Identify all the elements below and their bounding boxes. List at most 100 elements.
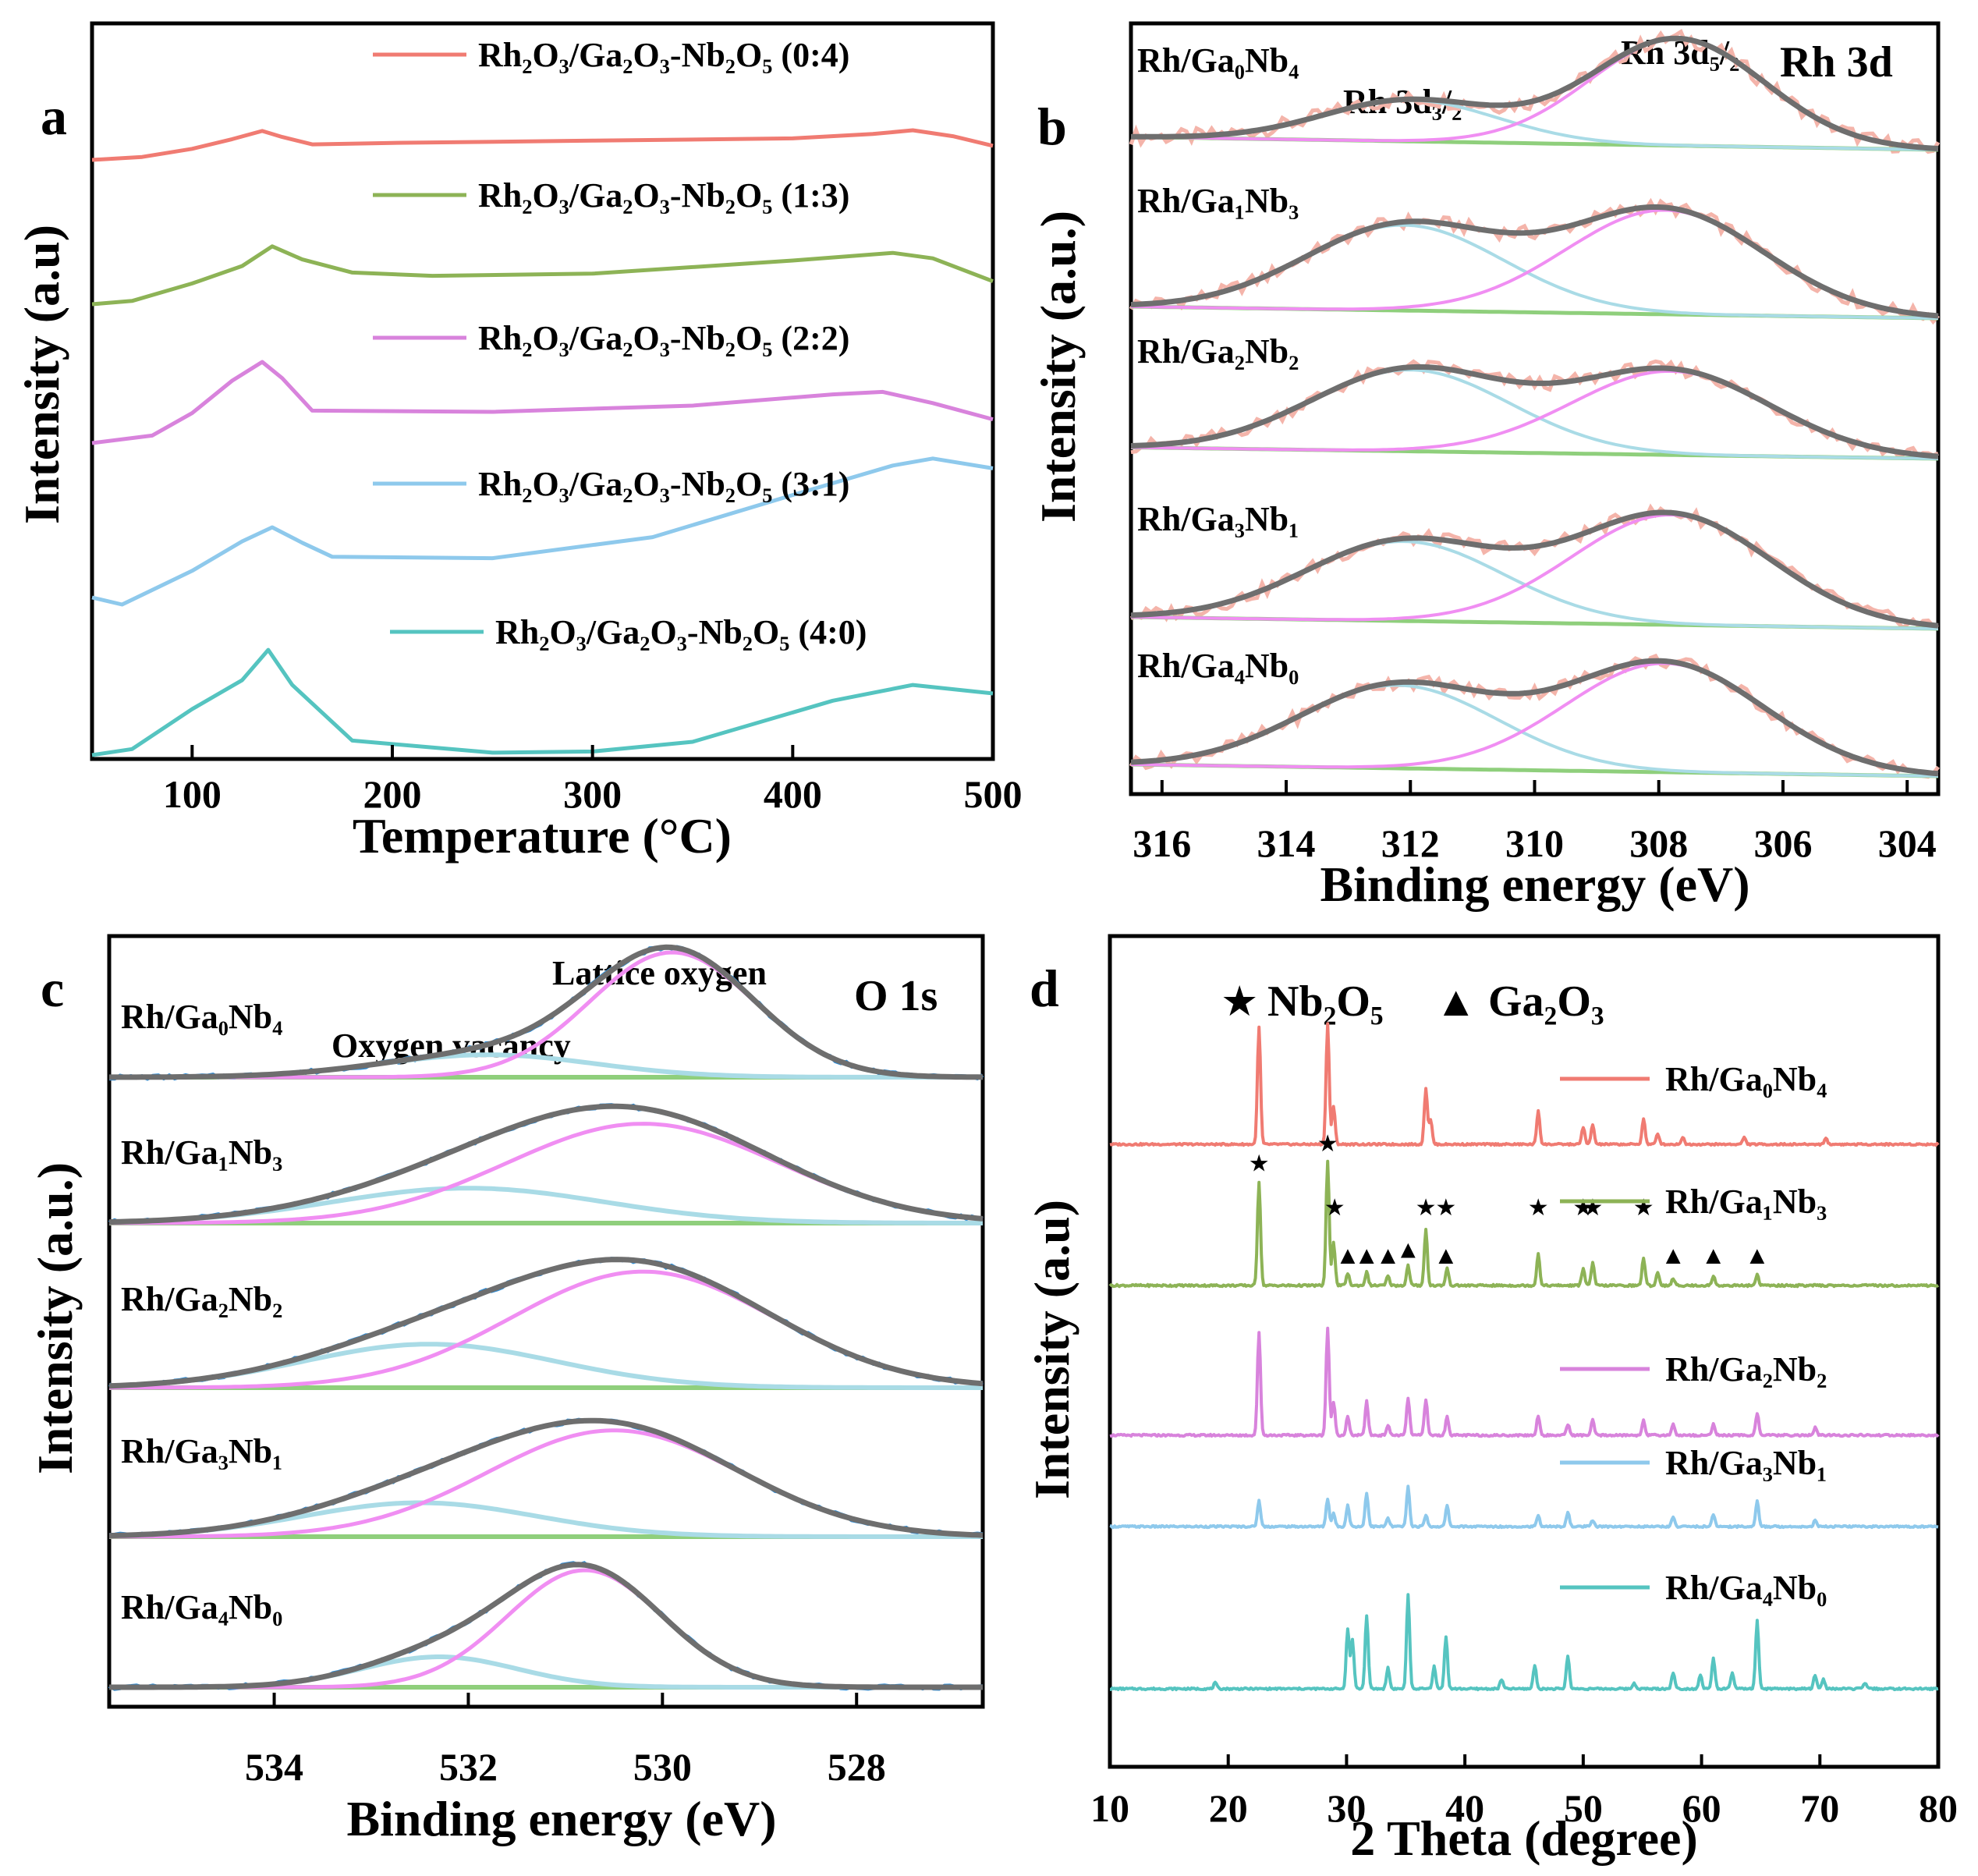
panel-a-legend-entry: Rh₂O₃/Ga₂O₃-Nb₂O₅ (1:3) <box>478 176 849 215</box>
panel-c-envelope-fit <box>109 1562 983 1690</box>
panel-b-raw-spectrum <box>1129 28 1941 154</box>
panel-d-triangle-marker: ▲ <box>1745 1241 1770 1269</box>
panel-b-sample-label: Rh/Ga₃Nb₁ <box>1137 500 1299 538</box>
panel-c-sample-label: Rh/Ga₀Nb₄ <box>121 998 282 1036</box>
panel-d-pattern-line <box>1109 1484 1939 1530</box>
panel-b: b Rh 3d Rh 3d₃/₂ Rh 3d₅/₂ Rh/Ga₀Nb₄Rh/Ga… <box>1030 21 1941 912</box>
panel-a: a Rh₂O₃/Ga₂O₃-Nb₂O₅ (0:4) Rh₂O₃/Ga₂O₃-Nb₂… <box>14 21 1023 864</box>
panel-d-tick-label: 40 <box>1445 1786 1484 1830</box>
panel-c-peak-vacancy <box>109 1654 983 1690</box>
panel-c-ticks: 534 532 530 528 <box>245 1693 886 1789</box>
panel-b-tick-label: 312 <box>1381 821 1440 865</box>
panel-a-legend-entry: Rh₂O₃/Ga₂O₃-Nb₂O₅ (0:4) <box>478 36 849 74</box>
panel-c-sample-label: Rh/Ga₃Nb₁ <box>121 1432 282 1470</box>
panel-a-tick-label: 300 <box>563 772 622 816</box>
panel-c-sample-label: Rh/Ga₁Nb₃ <box>121 1133 282 1172</box>
panel-d-letter: d <box>1030 959 1059 1018</box>
panel-d-star-legend-label: Nb₂O₅ <box>1267 977 1384 1026</box>
panel-c-tick-label: 534 <box>245 1745 303 1789</box>
panel-b-envelope-fit <box>1131 35 1939 151</box>
panel-d-legend-entry: Rh/Ga₀Nb₄ <box>1665 1060 1827 1098</box>
panel-d-frame <box>1108 934 1941 1769</box>
panel-b-sample-labels: Rh/Ga₀Nb₄ Rh/Ga₁Nb₃ Rh/Ga₂Nb₂ Rh/Ga₃Nb₁ Rh/G… <box>1137 41 1299 685</box>
panel-a-series-line <box>91 456 994 607</box>
panel-c-envelope-fit <box>108 1103 984 1225</box>
panel-c-ylabel: Intensity (a.u.) <box>27 1162 83 1474</box>
panel-d-tick-label: 10 <box>1090 1786 1129 1830</box>
panel-a-tick-label: 200 <box>363 772 422 816</box>
panel-c-sample-label: Rh/Ga₂Nb₂ <box>121 1280 282 1318</box>
panel-a-tick-label: 500 <box>964 772 1023 816</box>
panel-d-triangle-marker: ▲ <box>1434 1241 1459 1269</box>
panel-a-series-line <box>91 360 994 445</box>
panel-b-letter: b <box>1037 97 1067 156</box>
panel-c-envelope-fit <box>108 1417 984 1539</box>
panel-c-letter: c <box>41 959 64 1018</box>
panel-c-sample-labels: Rh/Ga₀Nb₄ Rh/Ga₁Nb₃ Rh/Ga₂Nb₂ Rh/Ga₃Nb₁ Rh/G… <box>121 998 282 1626</box>
panel-c-tick-label: 528 <box>828 1745 886 1789</box>
panel-a-series-line <box>91 128 994 162</box>
panel-d-ylabel: Intensity (a.u) <box>1024 1200 1079 1499</box>
panel-d-triangle-legend-label: Ga₂O₃ <box>1488 977 1604 1026</box>
panel-a-series-line <box>91 647 994 757</box>
panel-c-sample-label: Rh/Ga₄Nb₀ <box>121 1588 282 1626</box>
panel-c-title: O 1s <box>854 972 938 1020</box>
panel-d: d ★ Nb₂O₅ ▲ Ga₂O₃ ★★★ ★★ ★ ★★ ★▲▲▲▲ ▲ ▲ ▲ ▲ Rh/G… <box>1024 934 1958 1866</box>
panel-b-tick-label: 316 <box>1133 821 1191 865</box>
panel-a-tick-label: 400 <box>764 772 822 816</box>
panel-a-letter: a <box>41 87 67 146</box>
panel-b-tick-label: 314 <box>1257 821 1316 865</box>
panel-c-tick-label: 532 <box>439 1745 498 1789</box>
panel-d-triangle-marker: ▲ <box>1376 1241 1401 1269</box>
panel-d-tick-label: 20 <box>1209 1786 1248 1830</box>
panel-d-triangle-legend-symbol: ▲ <box>1435 978 1476 1025</box>
panel-d-pattern-line <box>1108 1159 1940 1289</box>
panel-d-legend: Rh/Ga₀Nb₄ Rh/Ga₁Nb₃ Rh/Ga₂Nb₂ Rh/Ga₃Nb₁ Rh/G… <box>1560 1060 1827 1607</box>
panel-b-peak-3d32 <box>1130 683 1939 778</box>
panel-a-xlabel: Temperature (°C) <box>353 808 732 864</box>
panel-d-curves <box>1108 1022 1940 1692</box>
panel-b-sample-label: Rh/Ga₀Nb₄ <box>1137 41 1299 80</box>
panel-d-legend-entry: Rh/Ga₂Nb₂ <box>1665 1350 1827 1388</box>
panel-d-legend-entry: Rh/Ga₃Nb₁ <box>1665 1444 1827 1482</box>
panel-b-tick-label: 308 <box>1629 821 1688 865</box>
panel-d-tick-label: 30 <box>1327 1786 1366 1830</box>
panel-a-frame <box>90 21 995 761</box>
panel-d-tick-label: 70 <box>1800 1786 1839 1830</box>
panel-b-sample-label: Rh/Ga₂Nb₂ <box>1137 332 1299 371</box>
panel-d-star-marker: ★ <box>1528 1195 1549 1221</box>
panel-b-tick-label: 310 <box>1505 821 1564 865</box>
panel-a-legend-entry: Rh₂O₃/Ga₂O₃-Nb₂O₅ (2:2) <box>478 319 849 357</box>
panel-a-tick-label: 100 <box>163 772 222 816</box>
panel-c-frame <box>107 934 985 1709</box>
panel-b-sample-label: Rh/Ga₄Nb₀ <box>1137 647 1299 685</box>
panel-d-tick-label: 50 <box>1564 1786 1603 1830</box>
panel-b-envelope-fit <box>1130 204 1939 319</box>
panel-d-legend-entry: Rh/Ga₁Nb₃ <box>1665 1183 1827 1221</box>
panel-d-star-marker: ★ <box>1324 1195 1345 1221</box>
panel-c-xlabel: Binding energy (eV) <box>346 1791 776 1846</box>
panel-b-tick-label: 306 <box>1753 821 1812 865</box>
panel-d-star-marker: ★ <box>1416 1195 1437 1221</box>
panel-d-star-marker: ★ <box>1317 1131 1338 1157</box>
panel-b-curves <box>1129 28 1941 779</box>
panel-d-legend-entry: Rh/Ga₄Nb₀ <box>1665 1569 1827 1607</box>
panel-a-ylabel: Intensity (a.u) <box>14 225 69 524</box>
panel-d-triangle-marker: ▲ <box>1395 1236 1420 1264</box>
panel-b-envelope-fit <box>1130 658 1939 777</box>
panel-c-peak-vacancy <box>108 1342 983 1390</box>
panel-b-xlabel: Binding energy (eV) <box>1320 856 1749 912</box>
panel-d-star-marker: ★ <box>1435 1195 1456 1221</box>
panel-d-pattern-line <box>1109 1326 1940 1438</box>
panel-b-ticks: 316 314 312 310 308 306 304 <box>1133 780 1937 865</box>
panel-d-ticks: 10 20 30 40 50 60 70 80 <box>1090 1754 1958 1830</box>
panel-b-sample-label: Rh/Ga₁Nb₃ <box>1137 182 1299 220</box>
panel-b-envelope-fit <box>1130 509 1939 629</box>
panel-a-legend-entry: Rh₂O₃/Ga₂O₃-Nb₂O₅ (3:1) <box>478 465 849 503</box>
panel-a-series-line <box>91 244 994 307</box>
panel-b-peak-3d52 <box>1130 208 1939 317</box>
panel-c-curves <box>108 944 984 1691</box>
panel-d-pattern-line <box>1109 1022 1940 1147</box>
panel-d-star-legend-symbol: ★ <box>1221 978 1258 1025</box>
